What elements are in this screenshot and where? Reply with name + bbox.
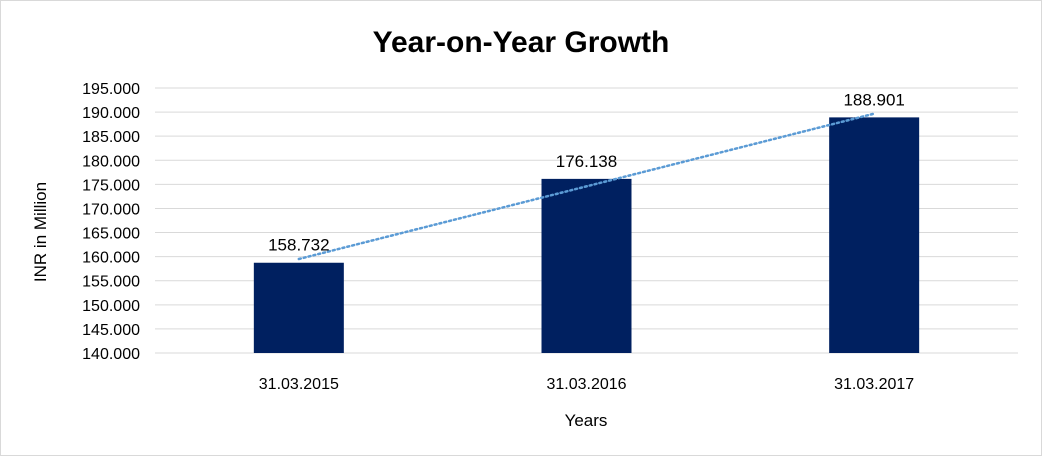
y-tick-label: 165.000 <box>82 226 140 243</box>
bar-31.03.2015 <box>253 262 344 353</box>
y-axis-ticks: 140.000 145.000 150.000 155.000 160.000 165.0… <box>82 81 140 363</box>
y-tick-label: 145.000 <box>82 322 140 339</box>
x-tick-label: 31.03.2017 <box>834 376 914 393</box>
y-tick-label: 170.000 <box>82 201 140 218</box>
bars <box>253 117 920 353</box>
x-axis-ticks: 31.03.2015 31.03.2016 31.03.2017 <box>259 376 915 393</box>
y-axis-label: INR in Million <box>31 182 50 282</box>
x-tick-label: 31.03.2016 <box>546 376 626 393</box>
bar-31.03.2017 <box>829 117 920 353</box>
y-tick-label: 140.000 <box>82 346 140 363</box>
chart-title: Year-on-Year Growth <box>373 26 670 59</box>
y-tick-label: 185.000 <box>82 129 140 146</box>
y-tick-label: 150.000 <box>82 298 140 315</box>
x-axis-label: Years <box>565 411 608 430</box>
y-tick-label: 190.000 <box>82 105 140 122</box>
y-tick-label: 180.000 <box>82 153 140 170</box>
data-label: 176.138 <box>556 152 617 171</box>
x-tick-label: 31.03.2015 <box>259 376 339 393</box>
y-tick-label: 175.000 <box>82 177 140 194</box>
data-label: 158.732 <box>268 236 329 255</box>
bar-31.03.2016 <box>541 178 632 353</box>
y-tick-label: 155.000 <box>82 274 140 291</box>
y-tick-label: 160.000 <box>82 250 140 267</box>
trendline-line <box>297 112 876 261</box>
data-labels: 158.732 176.138 188.901 <box>268 90 905 254</box>
trendline <box>297 112 876 261</box>
data-label: 188.901 <box>843 90 904 109</box>
y-tick-label: 195.000 <box>82 81 140 98</box>
